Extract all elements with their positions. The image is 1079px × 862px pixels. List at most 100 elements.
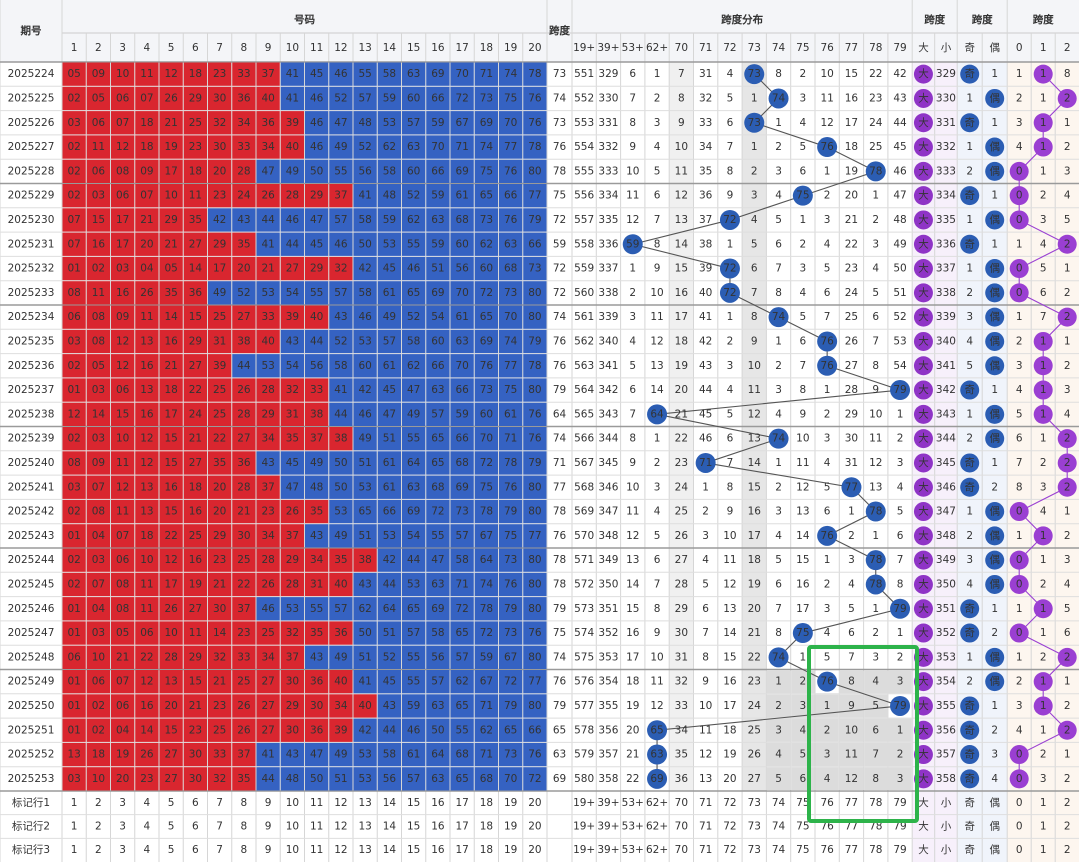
dist-value: 4 — [775, 530, 782, 542]
number: 56 — [310, 360, 324, 372]
number-cell — [329, 208, 353, 232]
cell-shade — [888, 742, 912, 767]
mod-value: 8 — [1016, 481, 1023, 493]
number: 53 — [261, 287, 274, 299]
number-cell — [353, 718, 377, 742]
number: 36 — [334, 627, 348, 639]
dist-value: 337 — [598, 263, 618, 275]
dist-value: 78 — [869, 165, 882, 177]
number-cell — [499, 86, 523, 111]
span: 73 — [553, 68, 566, 80]
number-cell — [402, 135, 426, 159]
number-cell — [474, 329, 498, 354]
number-cell — [135, 159, 159, 183]
number-cell — [329, 694, 353, 718]
dist-value: 51 — [893, 287, 906, 299]
number-cell — [474, 184, 498, 208]
number: 19 — [189, 578, 202, 590]
column-label: 78 — [869, 42, 882, 54]
number-cell — [450, 232, 474, 256]
number-cell — [305, 329, 329, 354]
mod-hit — [1009, 210, 1029, 230]
footer-cell: 19+ — [573, 797, 595, 809]
dist-value: 63 — [650, 749, 663, 761]
dist-value: 17 — [748, 530, 761, 542]
number-cell — [135, 111, 159, 135]
bigsmall-value: 335 — [936, 214, 956, 226]
mod-hit — [1009, 186, 1029, 206]
oddeven-hit — [960, 380, 980, 400]
number-cell — [62, 281, 86, 305]
header-span: 跨度 — [549, 24, 570, 37]
number-cell — [256, 281, 280, 305]
mod-value: 2 — [1064, 287, 1071, 299]
number-cell — [135, 767, 159, 791]
number-cell — [329, 718, 353, 742]
dist-value: 1 — [775, 117, 782, 129]
number: 41 — [286, 68, 299, 80]
number-cell — [377, 694, 401, 718]
number: 73 — [504, 287, 517, 299]
number: 13 — [164, 676, 177, 688]
bigsmall-value: 大 — [918, 237, 929, 250]
number-cell — [159, 354, 183, 378]
issue: 2025225 — [8, 92, 55, 104]
number: 03 — [67, 117, 80, 129]
dist-value: 334 — [598, 190, 618, 202]
footer-cell: 16 — [431, 821, 445, 833]
number: 63 — [407, 141, 420, 153]
dist-hit — [719, 209, 740, 230]
oddeven-hit — [985, 283, 1005, 303]
dist-value: 13 — [626, 554, 639, 566]
number: 06 — [116, 92, 130, 104]
number: 11 — [92, 287, 105, 299]
number-cell — [426, 742, 450, 767]
bigsmall-value: 大 — [918, 553, 929, 566]
dist-value: 12 — [699, 749, 712, 761]
number-cell — [135, 451, 159, 475]
dist-value: 12 — [748, 408, 761, 420]
number-cell — [232, 86, 256, 111]
dist-value: 50 — [893, 263, 906, 275]
number: 55 — [407, 238, 420, 250]
dist-value: 3 — [702, 530, 709, 542]
number-cell — [280, 354, 304, 378]
number-cell — [305, 767, 329, 791]
number: 26 — [140, 287, 154, 299]
number: 44 — [407, 554, 421, 566]
bigsmall-value: 大 — [918, 383, 929, 396]
number: 40 — [261, 335, 274, 347]
dist-value: 9 — [727, 190, 734, 202]
number-cell — [426, 281, 450, 305]
mod-hit — [1057, 477, 1077, 497]
number: 68 — [455, 749, 468, 761]
dist-value: 15 — [675, 263, 688, 275]
number-cell — [256, 402, 280, 426]
number: 37 — [286, 651, 299, 663]
dist-value: 4 — [824, 627, 831, 639]
number-cell — [353, 548, 377, 572]
dist-value: 21 — [845, 214, 858, 226]
bigsmall-value: 大 — [918, 675, 929, 688]
number-cell — [450, 524, 474, 548]
span: 76 — [553, 676, 567, 688]
number-cell — [111, 499, 135, 524]
number-cell — [474, 694, 498, 718]
number-cell — [499, 62, 523, 86]
number-cell — [135, 62, 159, 86]
number-cell — [159, 621, 183, 645]
number-cell — [402, 475, 426, 499]
dist-value: 1 — [897, 408, 904, 420]
number: 46 — [261, 603, 275, 615]
number: 57 — [431, 408, 444, 420]
number: 66 — [383, 506, 397, 518]
dist-value: 8 — [727, 165, 734, 177]
dist-value: 6 — [848, 627, 855, 639]
number-cell — [450, 670, 474, 694]
dist-value: 7 — [848, 651, 855, 663]
number-cell — [208, 475, 232, 499]
dist-value: 553 — [574, 117, 594, 129]
number-cell — [474, 645, 498, 669]
span: 69 — [553, 773, 566, 785]
dist-value: 11 — [675, 165, 688, 177]
